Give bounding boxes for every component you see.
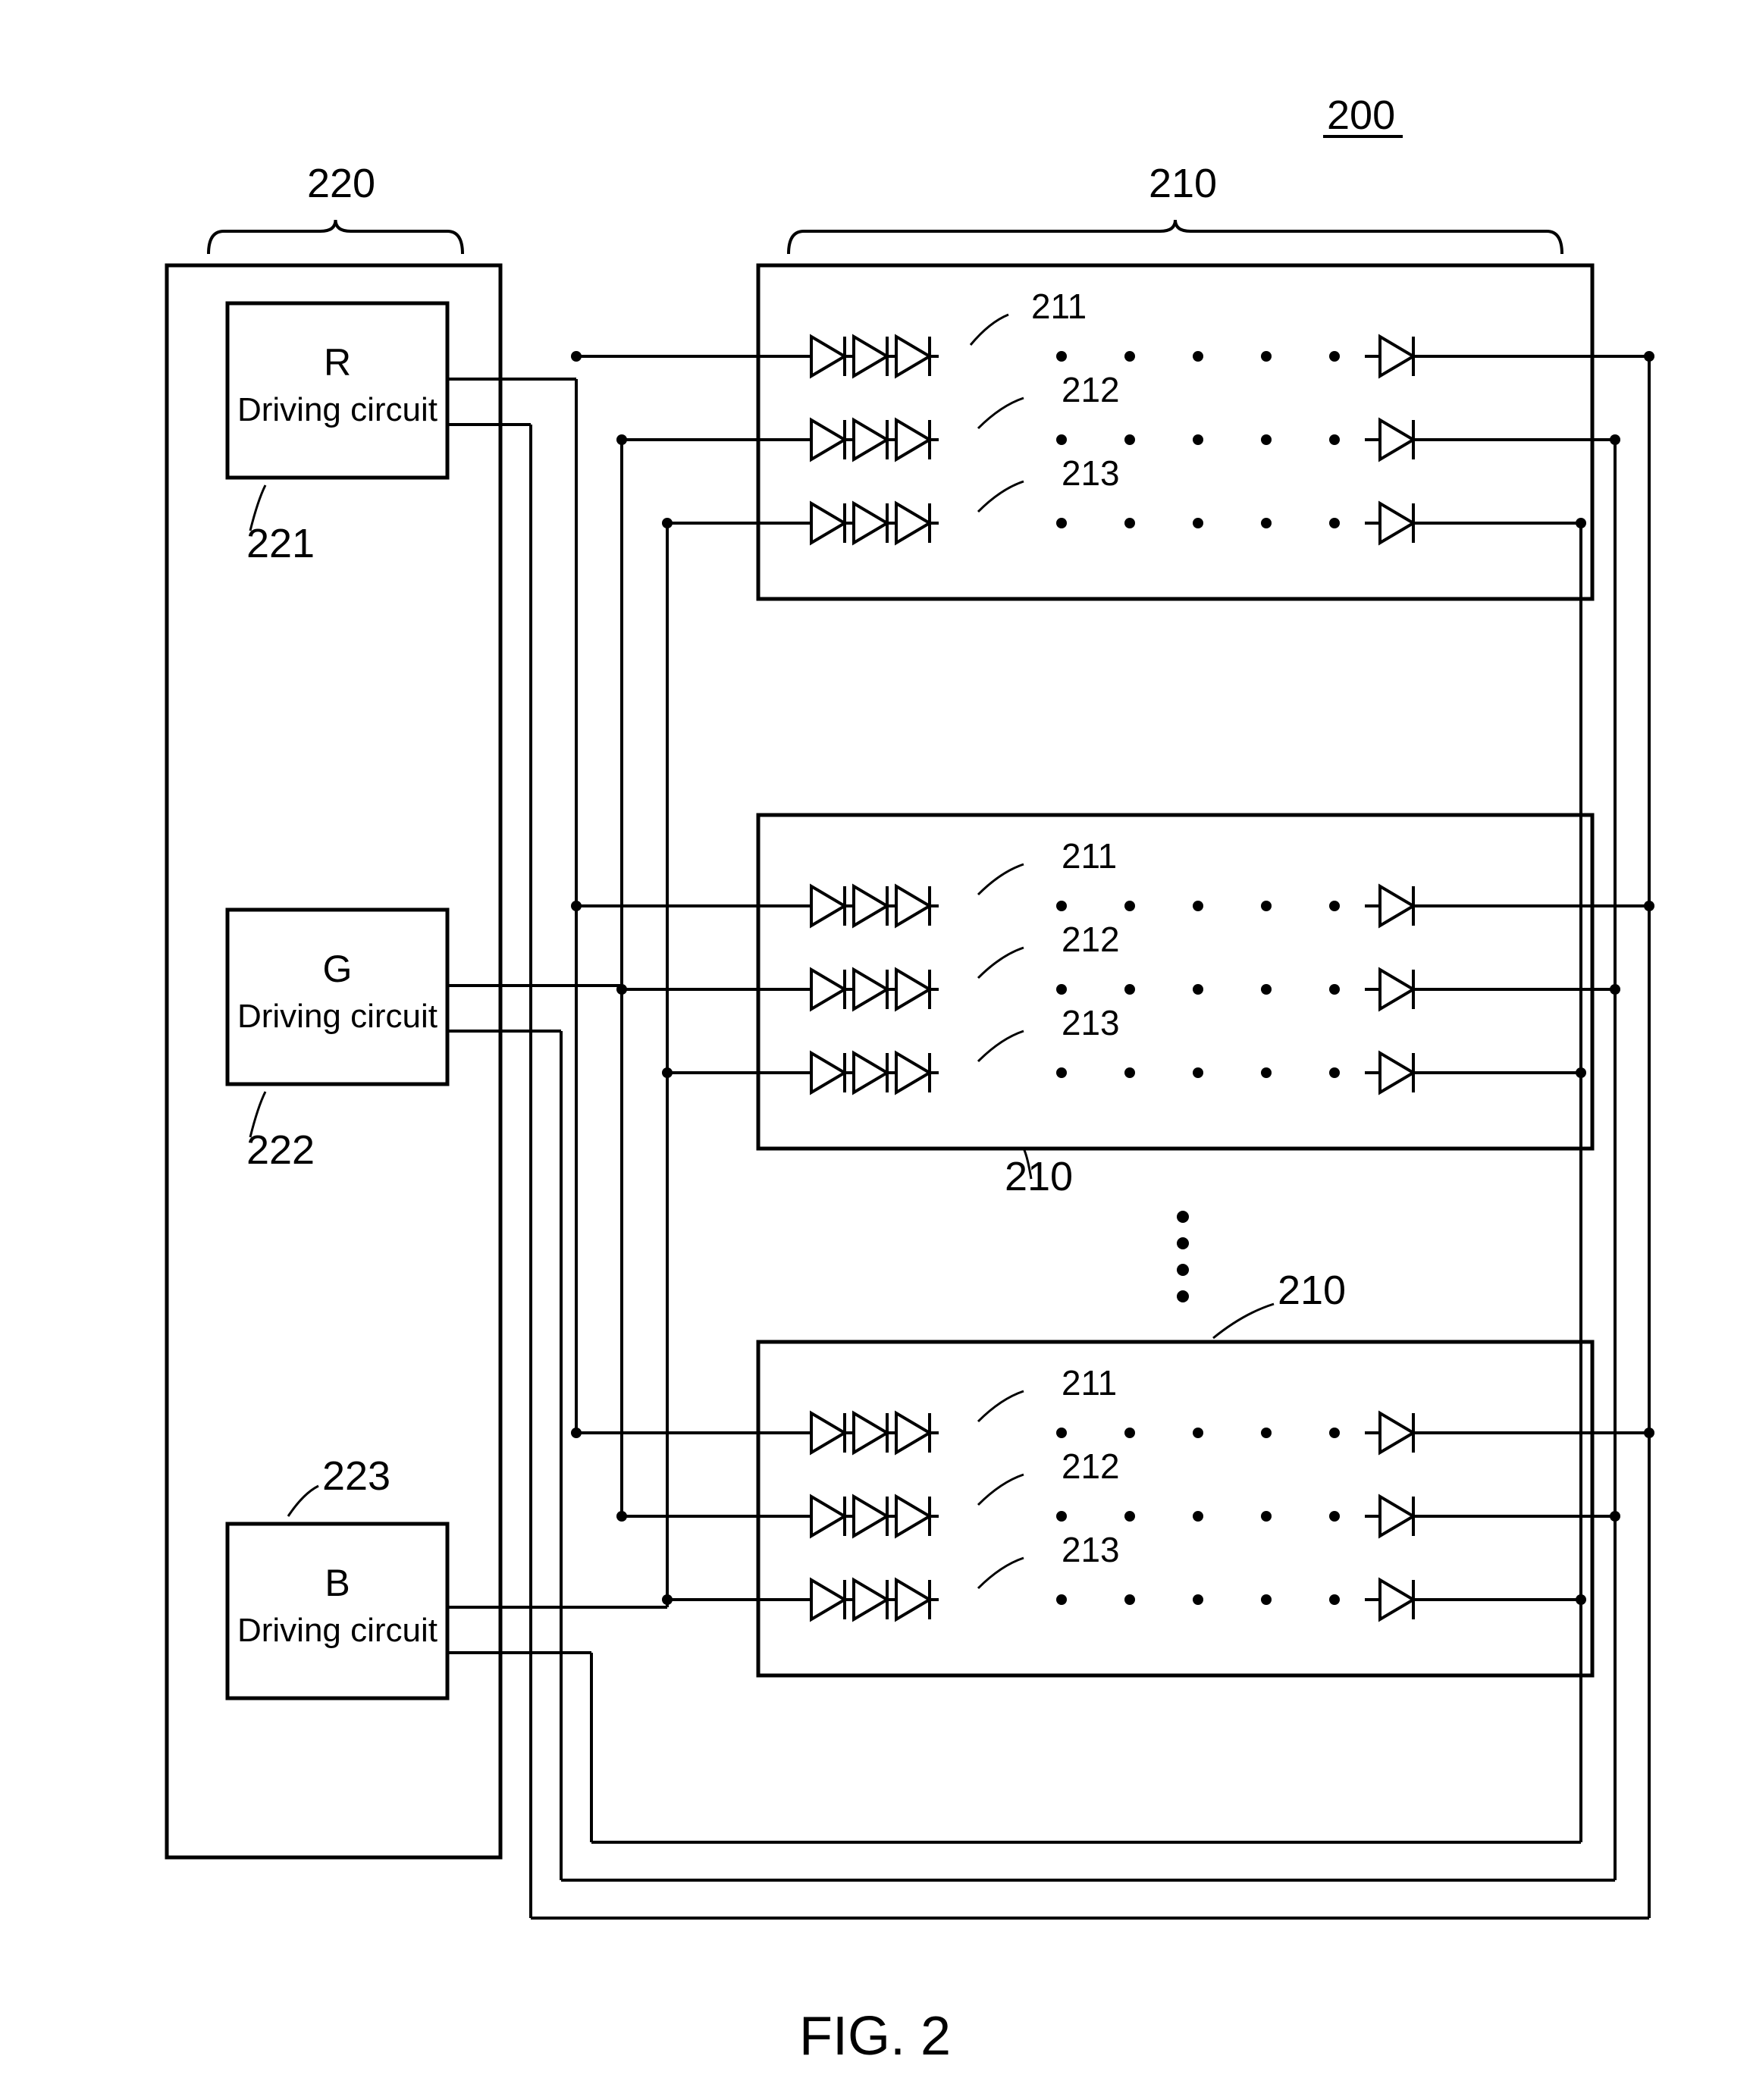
svg-text:R: R: [324, 341, 351, 384]
svg-text:FIG. 2: FIG. 2: [799, 2006, 951, 2067]
svg-text:200: 200: [1327, 92, 1395, 138]
svg-text:221: 221: [246, 521, 315, 566]
svg-text:212: 212: [1062, 920, 1120, 959]
svg-text:210: 210: [1278, 1268, 1346, 1313]
figure-svg: 200 220 R Driving circuit 221 G Driving circui…: [0, 0, 1750, 2100]
svg-text:B: B: [325, 1562, 350, 1604]
svg-text:210: 210: [1005, 1154, 1073, 1199]
driver-g: G Driving circuit: [227, 910, 447, 1084]
svg-text:213: 213: [1062, 1003, 1120, 1042]
svg-text:213: 213: [1062, 453, 1120, 493]
svg-text:223: 223: [322, 1453, 390, 1499]
led-group-2: 210 211 212 213: [758, 1268, 1592, 1675]
svg-text:211: 211: [1062, 836, 1117, 876]
svg-text:222: 222: [246, 1127, 315, 1173]
svg-text:220: 220: [307, 161, 375, 206]
driver-r: R Driving circuit: [227, 303, 447, 478]
svg-text:Driving circuit: Driving circuit: [237, 1612, 438, 1649]
led-group-0: 210 211 212 213: [758, 161, 1592, 599]
led-group-1: 210 211 212 213: [758, 815, 1592, 1199]
svg-text:Driving circuit: Driving circuit: [237, 998, 438, 1035]
svg-text:G: G: [323, 948, 353, 990]
svg-text:211: 211: [1031, 287, 1087, 326]
svg-text:Driving circuit: Driving circuit: [237, 391, 438, 428]
svg-text:211: 211: [1062, 1363, 1117, 1403]
svg-text:212: 212: [1062, 370, 1120, 409]
driver-b: B Driving circuit: [227, 1524, 447, 1698]
svg-text:210: 210: [1149, 161, 1217, 206]
svg-text:212: 212: [1062, 1446, 1120, 1486]
svg-text:213: 213: [1062, 1530, 1120, 1569]
